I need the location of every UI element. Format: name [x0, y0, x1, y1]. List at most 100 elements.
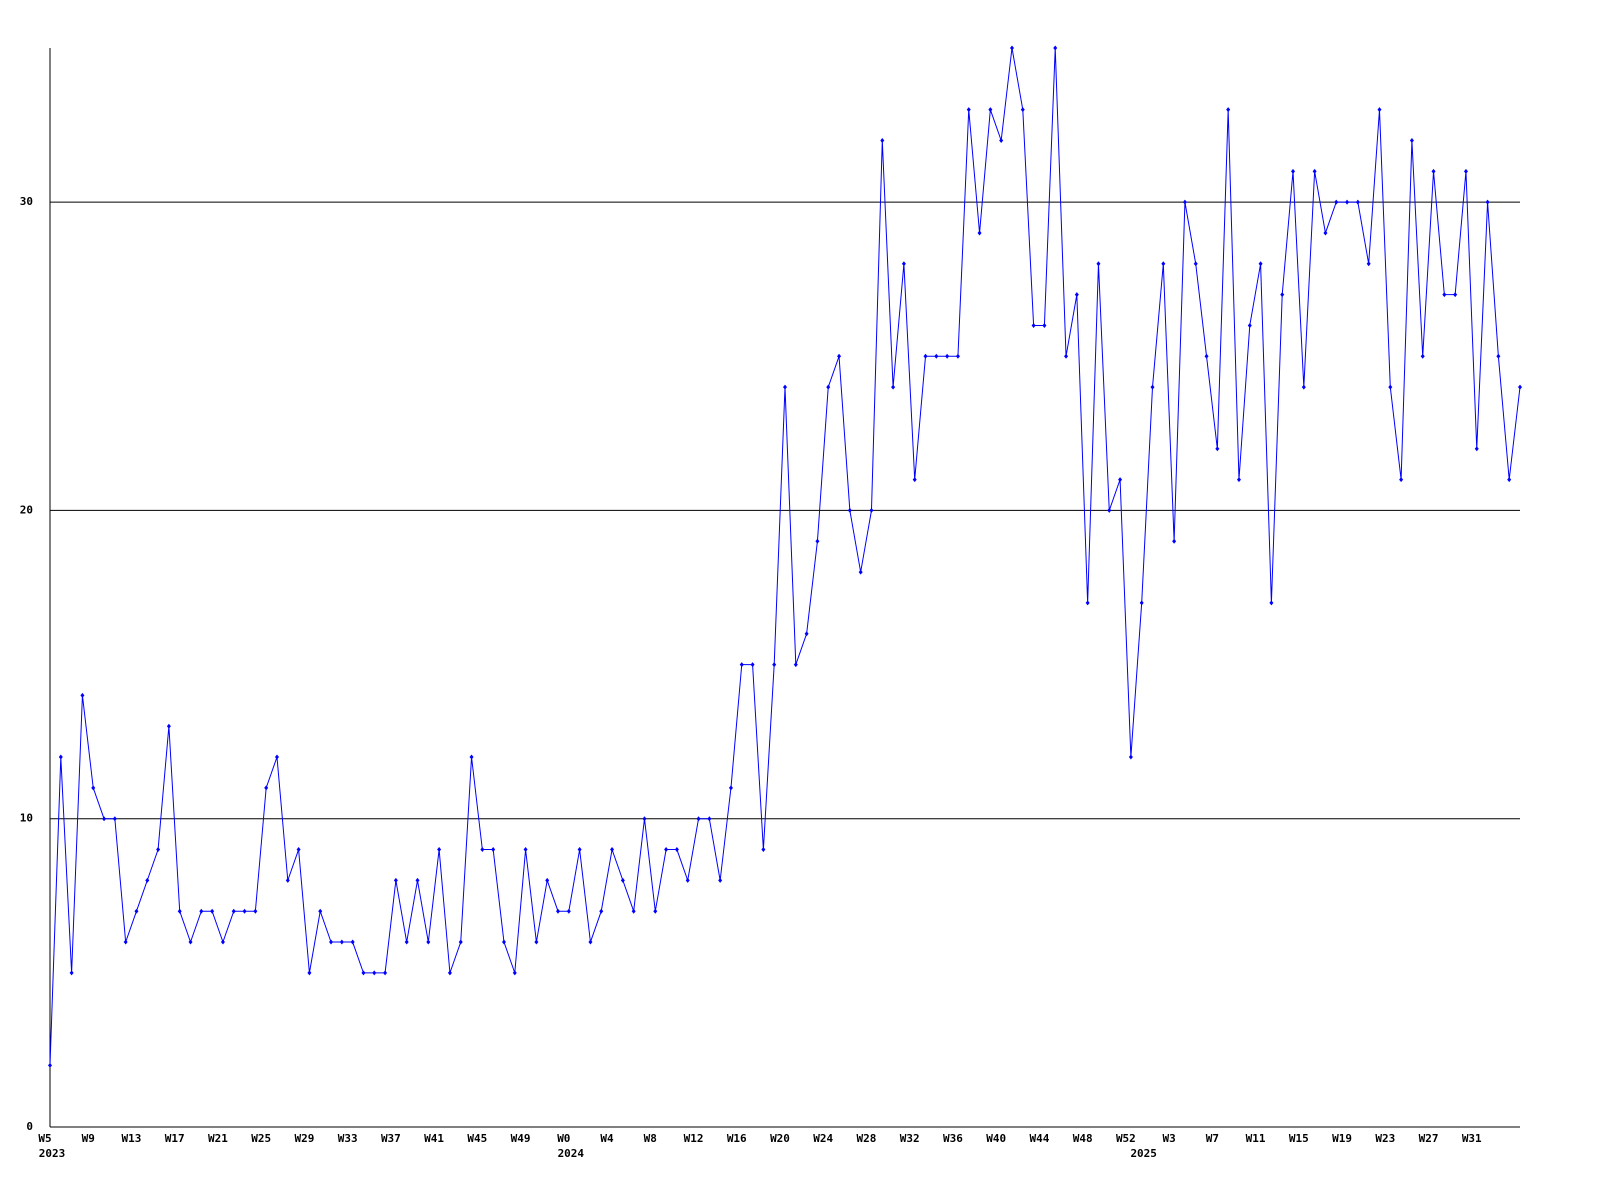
point [285, 877, 290, 883]
point [383, 970, 388, 976]
point [501, 939, 506, 945]
point [1355, 199, 1360, 205]
point [220, 939, 225, 945]
point [588, 939, 593, 945]
x-tick-label: W24 [813, 1132, 833, 1145]
x-tick-label: W3 [1162, 1132, 1175, 1145]
x-tick-label: W31 [1462, 1132, 1482, 1145]
x-tick-label: W19 [1332, 1132, 1352, 1145]
point [523, 847, 528, 853]
point [1420, 353, 1425, 359]
x-tick-label: W13 [122, 1132, 142, 1145]
point [631, 908, 636, 914]
point [339, 939, 344, 945]
point [458, 939, 463, 945]
point [166, 723, 171, 729]
point [761, 847, 766, 853]
point [1139, 600, 1144, 606]
point [1463, 168, 1468, 174]
point [1507, 477, 1512, 483]
point [696, 816, 701, 822]
point [145, 877, 150, 883]
point [1053, 45, 1058, 51]
point [826, 384, 831, 390]
point [1182, 199, 1187, 205]
y-tick-label: 20 [20, 503, 33, 516]
point [69, 970, 74, 976]
point [858, 569, 863, 575]
x-tick-label: W17 [165, 1132, 185, 1145]
point [188, 939, 193, 945]
point [620, 877, 625, 883]
point [1442, 292, 1447, 298]
point [1118, 477, 1123, 483]
x-tick-label: W15 [1289, 1132, 1309, 1145]
x-tick-label: W45 [467, 1132, 487, 1145]
point [1312, 168, 1317, 174]
x-tick-label: W29 [294, 1132, 314, 1145]
point [112, 816, 117, 822]
x-tick-label: W23 [1375, 1132, 1395, 1145]
point [1258, 261, 1263, 267]
point [1074, 292, 1079, 298]
point [1064, 353, 1069, 359]
series-line [49, 47, 1521, 1066]
point [1161, 261, 1166, 267]
x-tick-label: W16 [727, 1132, 747, 1145]
point [815, 538, 820, 544]
point [999, 137, 1004, 143]
point [934, 353, 939, 359]
point [123, 939, 128, 945]
x-tick-label: W40 [986, 1132, 1006, 1145]
point [1453, 292, 1458, 298]
point [80, 692, 85, 698]
point [610, 847, 615, 853]
point [880, 137, 885, 143]
point [793, 662, 798, 668]
point [1150, 384, 1155, 390]
point [642, 816, 647, 822]
point [804, 631, 809, 637]
point [977, 230, 982, 236]
point [1409, 137, 1414, 143]
point [491, 847, 496, 853]
x-tick-label: W37 [381, 1132, 401, 1145]
x-tick-label: W49 [511, 1132, 531, 1145]
point [847, 507, 852, 513]
x-tick-label: W0 [557, 1132, 570, 1145]
point [1474, 446, 1479, 452]
point [1366, 261, 1371, 267]
point [912, 477, 917, 483]
x-tick-label: W33 [338, 1132, 358, 1145]
point [512, 970, 517, 976]
point [1042, 322, 1047, 328]
year-label: 2024 [558, 1147, 585, 1160]
point [372, 970, 377, 976]
y-tick-label: 10 [20, 812, 33, 825]
point [685, 877, 690, 883]
point [318, 908, 323, 914]
point [577, 847, 582, 853]
x-tick-label: W12 [684, 1132, 704, 1145]
point [1009, 45, 1014, 51]
point [1269, 600, 1274, 606]
point [1518, 384, 1522, 390]
point [1193, 261, 1198, 267]
point [1226, 107, 1231, 113]
point [274, 754, 279, 760]
point [307, 970, 312, 976]
point [134, 908, 139, 914]
x-tick-label: W4 [600, 1132, 614, 1145]
point [728, 785, 733, 791]
point [1280, 292, 1285, 298]
point [783, 384, 787, 390]
point [210, 908, 215, 914]
point [891, 384, 896, 390]
point [361, 970, 366, 976]
point [242, 908, 247, 914]
point [1128, 754, 1133, 760]
point [102, 816, 107, 822]
point [156, 847, 161, 853]
point [393, 877, 398, 883]
